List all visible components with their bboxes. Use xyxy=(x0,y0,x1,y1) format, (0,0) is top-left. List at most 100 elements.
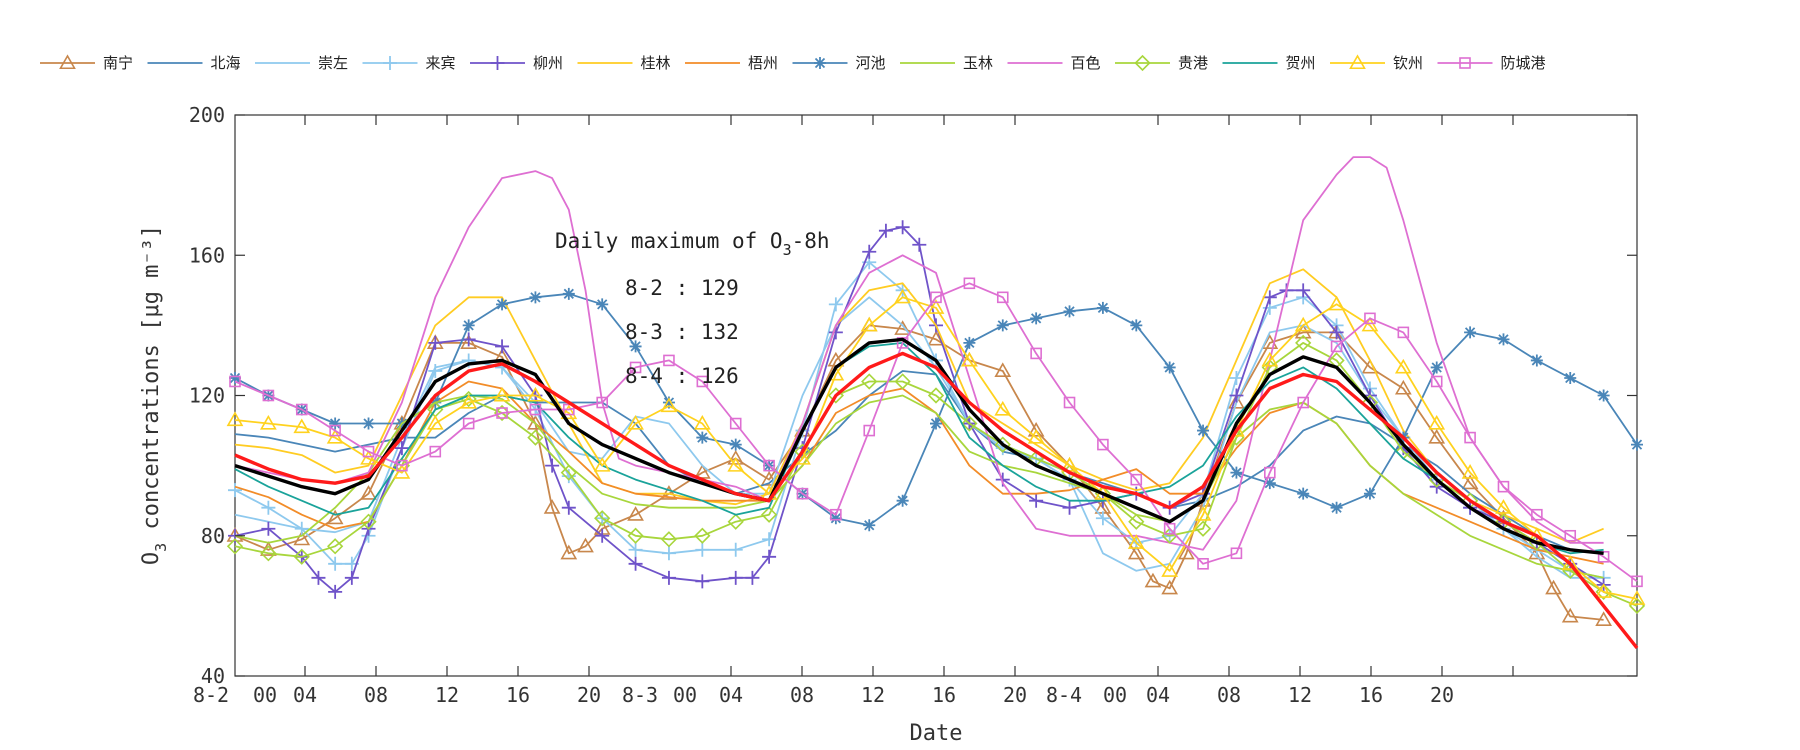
series-point xyxy=(563,403,575,416)
legend-marker xyxy=(383,56,397,70)
legend-entry: 桂林 xyxy=(577,54,671,72)
series-point xyxy=(1328,295,1345,311)
series-point xyxy=(396,459,408,472)
series-point xyxy=(327,538,344,555)
series-北海 xyxy=(234,370,1604,555)
series-point xyxy=(360,485,377,500)
x-tick-label: 8-2 xyxy=(193,683,229,707)
series-point xyxy=(493,386,511,402)
series-point xyxy=(543,499,561,514)
legend-entry: 柳州 xyxy=(470,54,563,72)
series-point xyxy=(760,471,778,486)
series-point xyxy=(1127,544,1145,560)
series-point xyxy=(1297,487,1310,500)
x-tick-label: 12 xyxy=(435,683,459,707)
legend-entry: 来宾 xyxy=(362,54,456,72)
series-point xyxy=(1564,371,1577,384)
series-point xyxy=(326,428,344,444)
series-point xyxy=(529,403,542,416)
series-point xyxy=(1363,487,1376,500)
series-point xyxy=(461,332,476,347)
series-point xyxy=(930,291,942,304)
series-point xyxy=(628,542,643,557)
series-point xyxy=(963,336,976,349)
legend-entry: 贺州 xyxy=(1222,54,1316,72)
series-point xyxy=(628,556,643,571)
series-point xyxy=(226,411,244,427)
series-point xyxy=(627,506,644,521)
series-point xyxy=(727,457,745,472)
legend-entry: 钦州 xyxy=(1330,54,1423,72)
series-point xyxy=(426,414,444,430)
legend-entry: 梧州 xyxy=(685,54,778,72)
series-point xyxy=(428,335,443,350)
series-point xyxy=(762,549,777,564)
legend-entry: 玉林 xyxy=(900,54,993,72)
annotation-box: Daily maximum of O3-8h 8-2 : 129 8-3 : 132… xyxy=(555,229,830,388)
legend-marker xyxy=(59,54,76,70)
y-tick-label: 40 xyxy=(201,664,225,688)
series-point xyxy=(226,538,244,555)
series-point xyxy=(1495,499,1512,514)
series-point xyxy=(1361,316,1379,332)
series-point xyxy=(460,334,478,349)
series-point xyxy=(1294,316,1312,332)
series-point xyxy=(561,500,576,515)
series-point xyxy=(662,396,675,409)
series-point xyxy=(727,513,744,530)
series-line xyxy=(234,268,1604,544)
series-point xyxy=(1428,414,1446,430)
legend-entry: 贵港 xyxy=(1115,54,1208,72)
legend-marker xyxy=(1134,54,1151,72)
series-point xyxy=(1497,480,1510,493)
series-point xyxy=(694,527,711,544)
series-point xyxy=(894,320,911,335)
series-point xyxy=(1295,334,1312,352)
series-point xyxy=(1595,611,1612,626)
series-point xyxy=(994,400,1012,416)
series-point xyxy=(1545,579,1562,595)
series-point xyxy=(829,512,842,525)
annotation-line: 8-2 : 129 xyxy=(625,276,739,300)
series-point xyxy=(229,371,241,384)
series-point xyxy=(261,500,276,515)
series-point xyxy=(1163,522,1176,535)
series-point xyxy=(1127,534,1145,549)
series-point xyxy=(1194,520,1212,537)
legend-marker xyxy=(1459,57,1471,69)
series-point xyxy=(729,417,742,430)
series-point xyxy=(1063,305,1076,318)
x-tick-label: 08 xyxy=(364,683,388,707)
legend-marker xyxy=(1349,54,1366,70)
x-axis-title: Date xyxy=(910,721,963,746)
series-point xyxy=(293,548,310,565)
series-point xyxy=(329,417,342,430)
x-tick-label: 16 xyxy=(932,683,956,707)
y-tick-label: 160 xyxy=(189,243,225,267)
x-tick-label: 8-4 xyxy=(1046,683,1082,707)
series-point xyxy=(1631,575,1643,588)
series-point xyxy=(496,298,509,311)
series-point xyxy=(1394,379,1412,395)
series-point xyxy=(930,417,942,430)
series-point xyxy=(1130,319,1143,332)
series-point xyxy=(895,220,910,235)
series-point xyxy=(1230,547,1243,560)
series-point xyxy=(1161,579,1179,595)
legend-label: 钦州 xyxy=(1393,54,1423,72)
series-point xyxy=(661,570,676,585)
series-point xyxy=(996,319,1009,332)
series-point xyxy=(496,407,508,419)
series-point xyxy=(1130,473,1143,486)
series-point xyxy=(912,237,927,252)
series-line xyxy=(234,282,1638,583)
series-point xyxy=(311,570,326,585)
series-point xyxy=(860,316,878,332)
series-point xyxy=(1230,466,1243,479)
series-line xyxy=(234,370,1604,555)
legend-label: 南宁 xyxy=(103,54,133,72)
series-point xyxy=(1294,323,1312,339)
series-point xyxy=(1430,375,1443,388)
series-point xyxy=(260,414,277,430)
series-point xyxy=(763,459,775,472)
